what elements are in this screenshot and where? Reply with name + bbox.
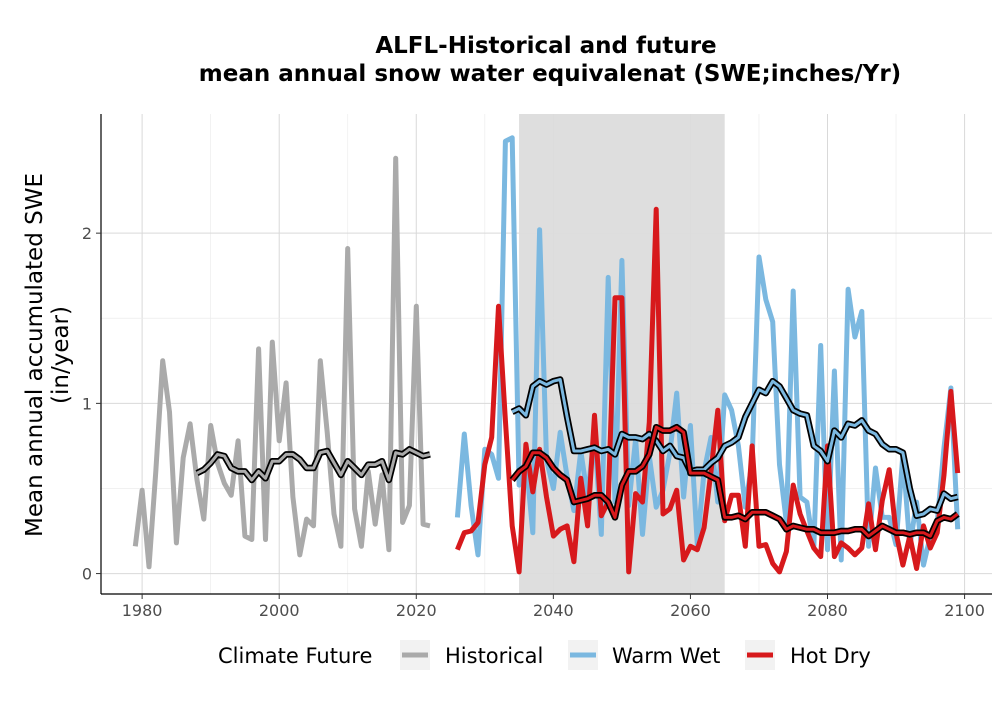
y-axis-title-line-2: (in/year) <box>48 306 74 404</box>
plot-area: 1980 2000 2020 2040 2060 2080 2100 0 1 2 <box>82 114 992 620</box>
y-tick-label: 1 <box>82 394 92 413</box>
smoothed-line-hot-dry <box>511 425 959 538</box>
smoothed-line-warm-wet <box>511 378 959 518</box>
legend-label-warm-wet: Warm Wet <box>612 644 720 668</box>
y-tick-label: 2 <box>82 224 92 243</box>
x-tick-label: 1980 <box>122 601 163 620</box>
legend: Climate Future Historical Warm Wet Hot D… <box>218 640 871 670</box>
x-tick-label: 2040 <box>533 601 574 620</box>
x-tick-label: 2060 <box>670 601 711 620</box>
chart-title-line-1: ALFL-Historical and future <box>375 33 716 59</box>
legend-title: Climate Future <box>218 644 372 668</box>
chart-title-line-2: mean annual snow water equivalenat (SWE;… <box>199 61 901 87</box>
x-tick-label: 2020 <box>396 601 437 620</box>
y-tick-label: 0 <box>82 565 92 584</box>
smoothed-line-historical <box>196 447 431 482</box>
x-tick-label: 2000 <box>259 601 300 620</box>
y-axis-title-line-1: Mean annual accumulated SWE <box>22 173 48 537</box>
legend-label-historical: Historical <box>445 644 543 668</box>
legend-label-hot-dry: Hot Dry <box>790 644 871 668</box>
x-tick-label: 2100 <box>944 601 985 620</box>
x-tick-label: 2080 <box>807 601 848 620</box>
series-line-historical <box>132 155 431 570</box>
series-line-warm-wet <box>454 135 961 568</box>
